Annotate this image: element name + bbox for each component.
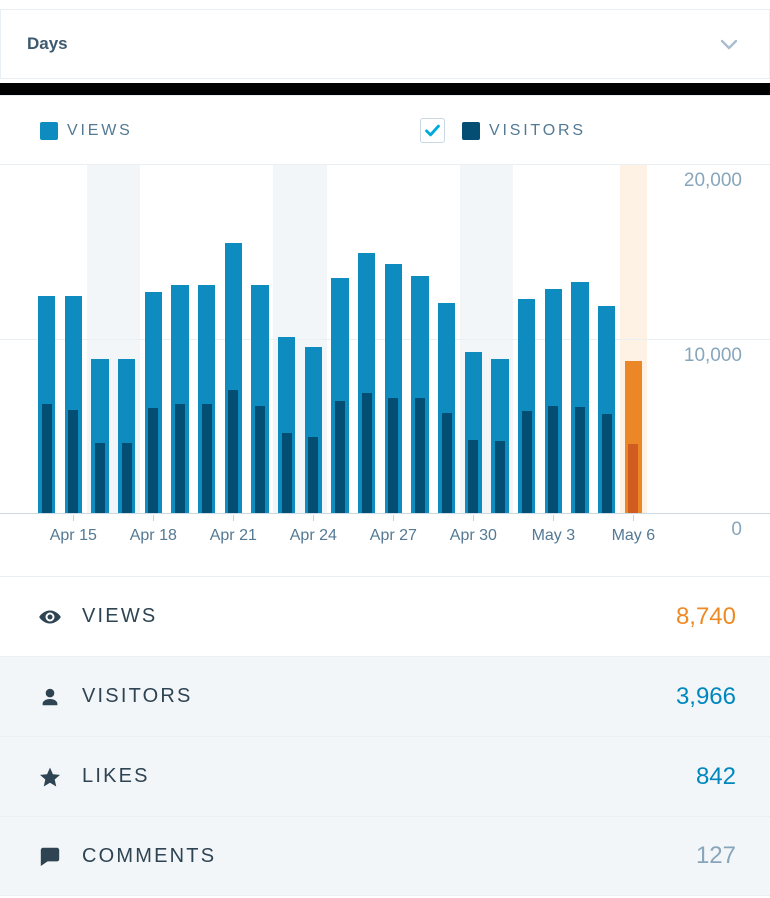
summary-tab-comments[interactable]: COMMENTS 127	[0, 816, 770, 896]
x-axis-label: Apr 27	[369, 527, 417, 544]
x-axis-label: May 3	[531, 527, 576, 544]
views-swatch	[40, 121, 58, 140]
visitors-swatch	[462, 121, 480, 140]
views-legend-label: VIEWS	[67, 121, 133, 139]
x-axis-tick	[392, 515, 394, 521]
visitors-bar[interactable]	[335, 401, 345, 513]
visitors-bar[interactable]	[415, 398, 425, 513]
y-axis-label: 10,000	[683, 344, 742, 366]
x-axis-tick	[552, 515, 554, 521]
summary-tab-visitors[interactable]: VISITORS 3,966	[0, 656, 770, 736]
comment-icon	[38, 844, 62, 868]
visitors-bar[interactable]	[441, 412, 452, 513]
visitors-bar[interactable]	[201, 403, 212, 513]
summary-label: LIKES	[82, 765, 150, 787]
x-axis-tick	[312, 515, 314, 521]
y-axis-label: 0	[731, 519, 742, 540]
eye-icon	[38, 605, 62, 629]
visitors-bar[interactable]	[468, 440, 479, 513]
visitors-bar[interactable]	[228, 389, 239, 513]
visitors-bar[interactable]	[254, 406, 265, 513]
summary-value: 842	[695, 762, 736, 790]
summary-tab-views[interactable]: VIEWS 8,740	[0, 576, 770, 656]
star-icon	[38, 765, 62, 789]
visitors-bar[interactable]	[628, 443, 639, 513]
user-icon	[38, 685, 62, 709]
x-axis-tick	[472, 515, 474, 521]
visitors-bar[interactable]	[601, 413, 612, 513]
x-axis-label: Apr 30	[449, 527, 497, 544]
checkmark-icon	[425, 124, 440, 137]
x-axis-tick	[632, 515, 634, 521]
legend-item-views: VIEWS	[40, 96, 133, 165]
visitors-bar[interactable]	[521, 411, 532, 513]
visitors-bar[interactable]	[148, 408, 159, 513]
gridline	[0, 164, 770, 165]
visitors-bar[interactable]	[94, 442, 105, 513]
summary-value: 3,966	[675, 682, 736, 710]
legend-item-visitors: VISITORS	[420, 96, 586, 165]
chart-plot: 20,000 10,000 0	[0, 164, 770, 540]
y-axis-label: 20,000	[683, 170, 742, 191]
x-axis-label: Apr 21	[209, 527, 257, 544]
visitors-bar[interactable]	[281, 432, 292, 513]
period-dropdown[interactable]: Days	[0, 9, 770, 79]
chart-legend: VIEWS VISITORS	[0, 96, 770, 165]
x-axis-tick	[152, 515, 154, 521]
chevron-down-icon[interactable]	[717, 32, 741, 56]
summary-tab-likes[interactable]: LIKES 842	[0, 736, 770, 816]
period-title: Days	[27, 34, 68, 53]
stats-chart-card: VIEWS VISITORS 20,000 10,000 0 Apr 15 Apr 1…	[0, 95, 770, 576]
visitors-legend-label: VISITORS	[489, 121, 586, 139]
x-axis-label: May 6	[611, 527, 656, 544]
summary-value: 127	[695, 842, 736, 869]
x-axis-label: Apr 18	[129, 527, 177, 544]
visitors-bar[interactable]	[495, 440, 506, 513]
visitors-bar[interactable]	[575, 407, 586, 513]
summary-value: 8,740	[675, 602, 736, 630]
x-axis-label: Apr 24	[289, 527, 337, 544]
visitors-bar[interactable]	[388, 397, 399, 513]
visitors-bar[interactable]	[68, 409, 79, 513]
x-axis-tick	[72, 515, 74, 521]
chart-x-axis: Apr 15 Apr 18 Apr 21 Apr 24 Apr 27 Apr 30 May …	[0, 514, 770, 576]
visitors-bar[interactable]	[308, 436, 319, 513]
visitors-bar[interactable]	[174, 404, 185, 513]
visitors-bar[interactable]	[41, 404, 52, 513]
visitors-bar[interactable]	[548, 405, 559, 513]
visitors-bar[interactable]	[121, 442, 132, 513]
summary-label: VIEWS	[82, 605, 158, 627]
summary-label: COMMENTS	[82, 844, 217, 867]
summary-label: VISITORS	[82, 685, 193, 707]
summary-tab-list: VIEWS 8,740 VISITORS 3,966 LIKES 842 COMMENTS 1…	[0, 576, 770, 896]
visitors-bar[interactable]	[361, 392, 372, 513]
black-divider	[0, 83, 770, 95]
visitors-checkbox[interactable]	[420, 118, 445, 143]
x-axis-tick	[232, 515, 234, 521]
x-axis-label: Apr 15	[49, 527, 97, 544]
